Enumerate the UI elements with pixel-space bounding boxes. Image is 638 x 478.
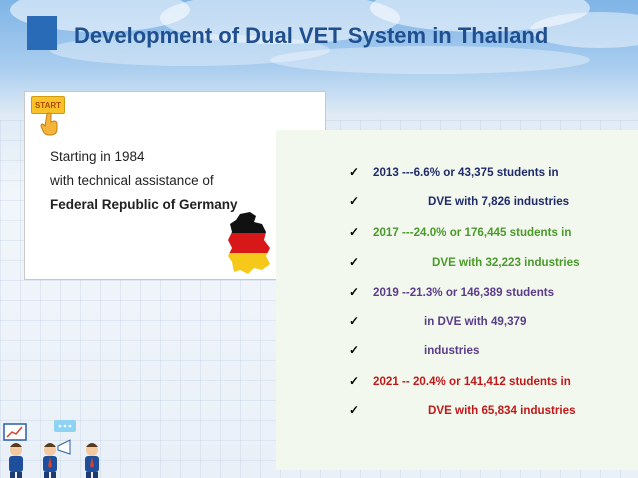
stat-text: DVE with 7,826 industries [428,194,570,208]
intro-line-3: Federal Republic of Germany [50,197,238,212]
stat-text: 2017 ---24.0% or 176,445 students in [373,225,572,239]
stat-text: in DVE with 49,379 [424,314,527,328]
stat-line: ✓ DVE with 65,834 industries [349,403,576,417]
title-square-icon [27,16,57,50]
germany-flag-map-icon [228,212,270,274]
stat-line: ✓ DVE with 32,223 industries [349,255,580,269]
check-icon: ✓ [349,165,360,179]
stat-line: ✓ industries [349,343,479,357]
check-icon: ✓ [349,285,360,299]
intro-line-1: Starting in 1984 [50,149,145,164]
stat-line: ✓ in DVE with 49,379 [349,314,526,328]
page-title: Development of Dual VET System in Thaila… [74,23,549,48]
stat-line: ✓ DVE with 7,826 industries [349,194,569,208]
stat-line: ✓ 2019 --21.3% or 146,389 students [349,285,554,299]
stat-line: ✓ 2017 ---24.0% or 176,445 students in [349,225,571,239]
stat-text: 2013 ---6.6% or 43,375 students in [373,165,559,179]
stat-text: 2021 -- 20.4% or 141,412 students in [373,374,571,388]
stat-line: ✓ 2021 -- 20.4% or 141,412 students in [349,374,571,388]
check-icon: ✓ [349,343,360,357]
check-icon: ✓ [349,255,360,269]
check-icon: ✓ [349,314,360,328]
stat-text: DVE with 32,223 industries [432,255,580,269]
hand-pointer-icon [40,112,58,136]
stat-line: ✓ 2013 ---6.6% or 43,375 students in [349,165,559,179]
intro-line-2: with technical assistance of [50,173,214,188]
stat-text: DVE with 65,834 industries [428,403,576,417]
check-icon: ✓ [349,374,360,388]
check-icon: ✓ [349,194,360,208]
check-icon: ✓ [349,403,360,417]
statistics-panel [276,130,638,470]
check-icon: ✓ [349,225,360,239]
stat-text: 2019 --21.3% or 146,389 students [373,285,555,299]
stat-text: industries [424,343,480,357]
intro-panel [24,91,326,280]
business-people-icon [3,420,99,478]
sky-clouds [10,0,638,74]
